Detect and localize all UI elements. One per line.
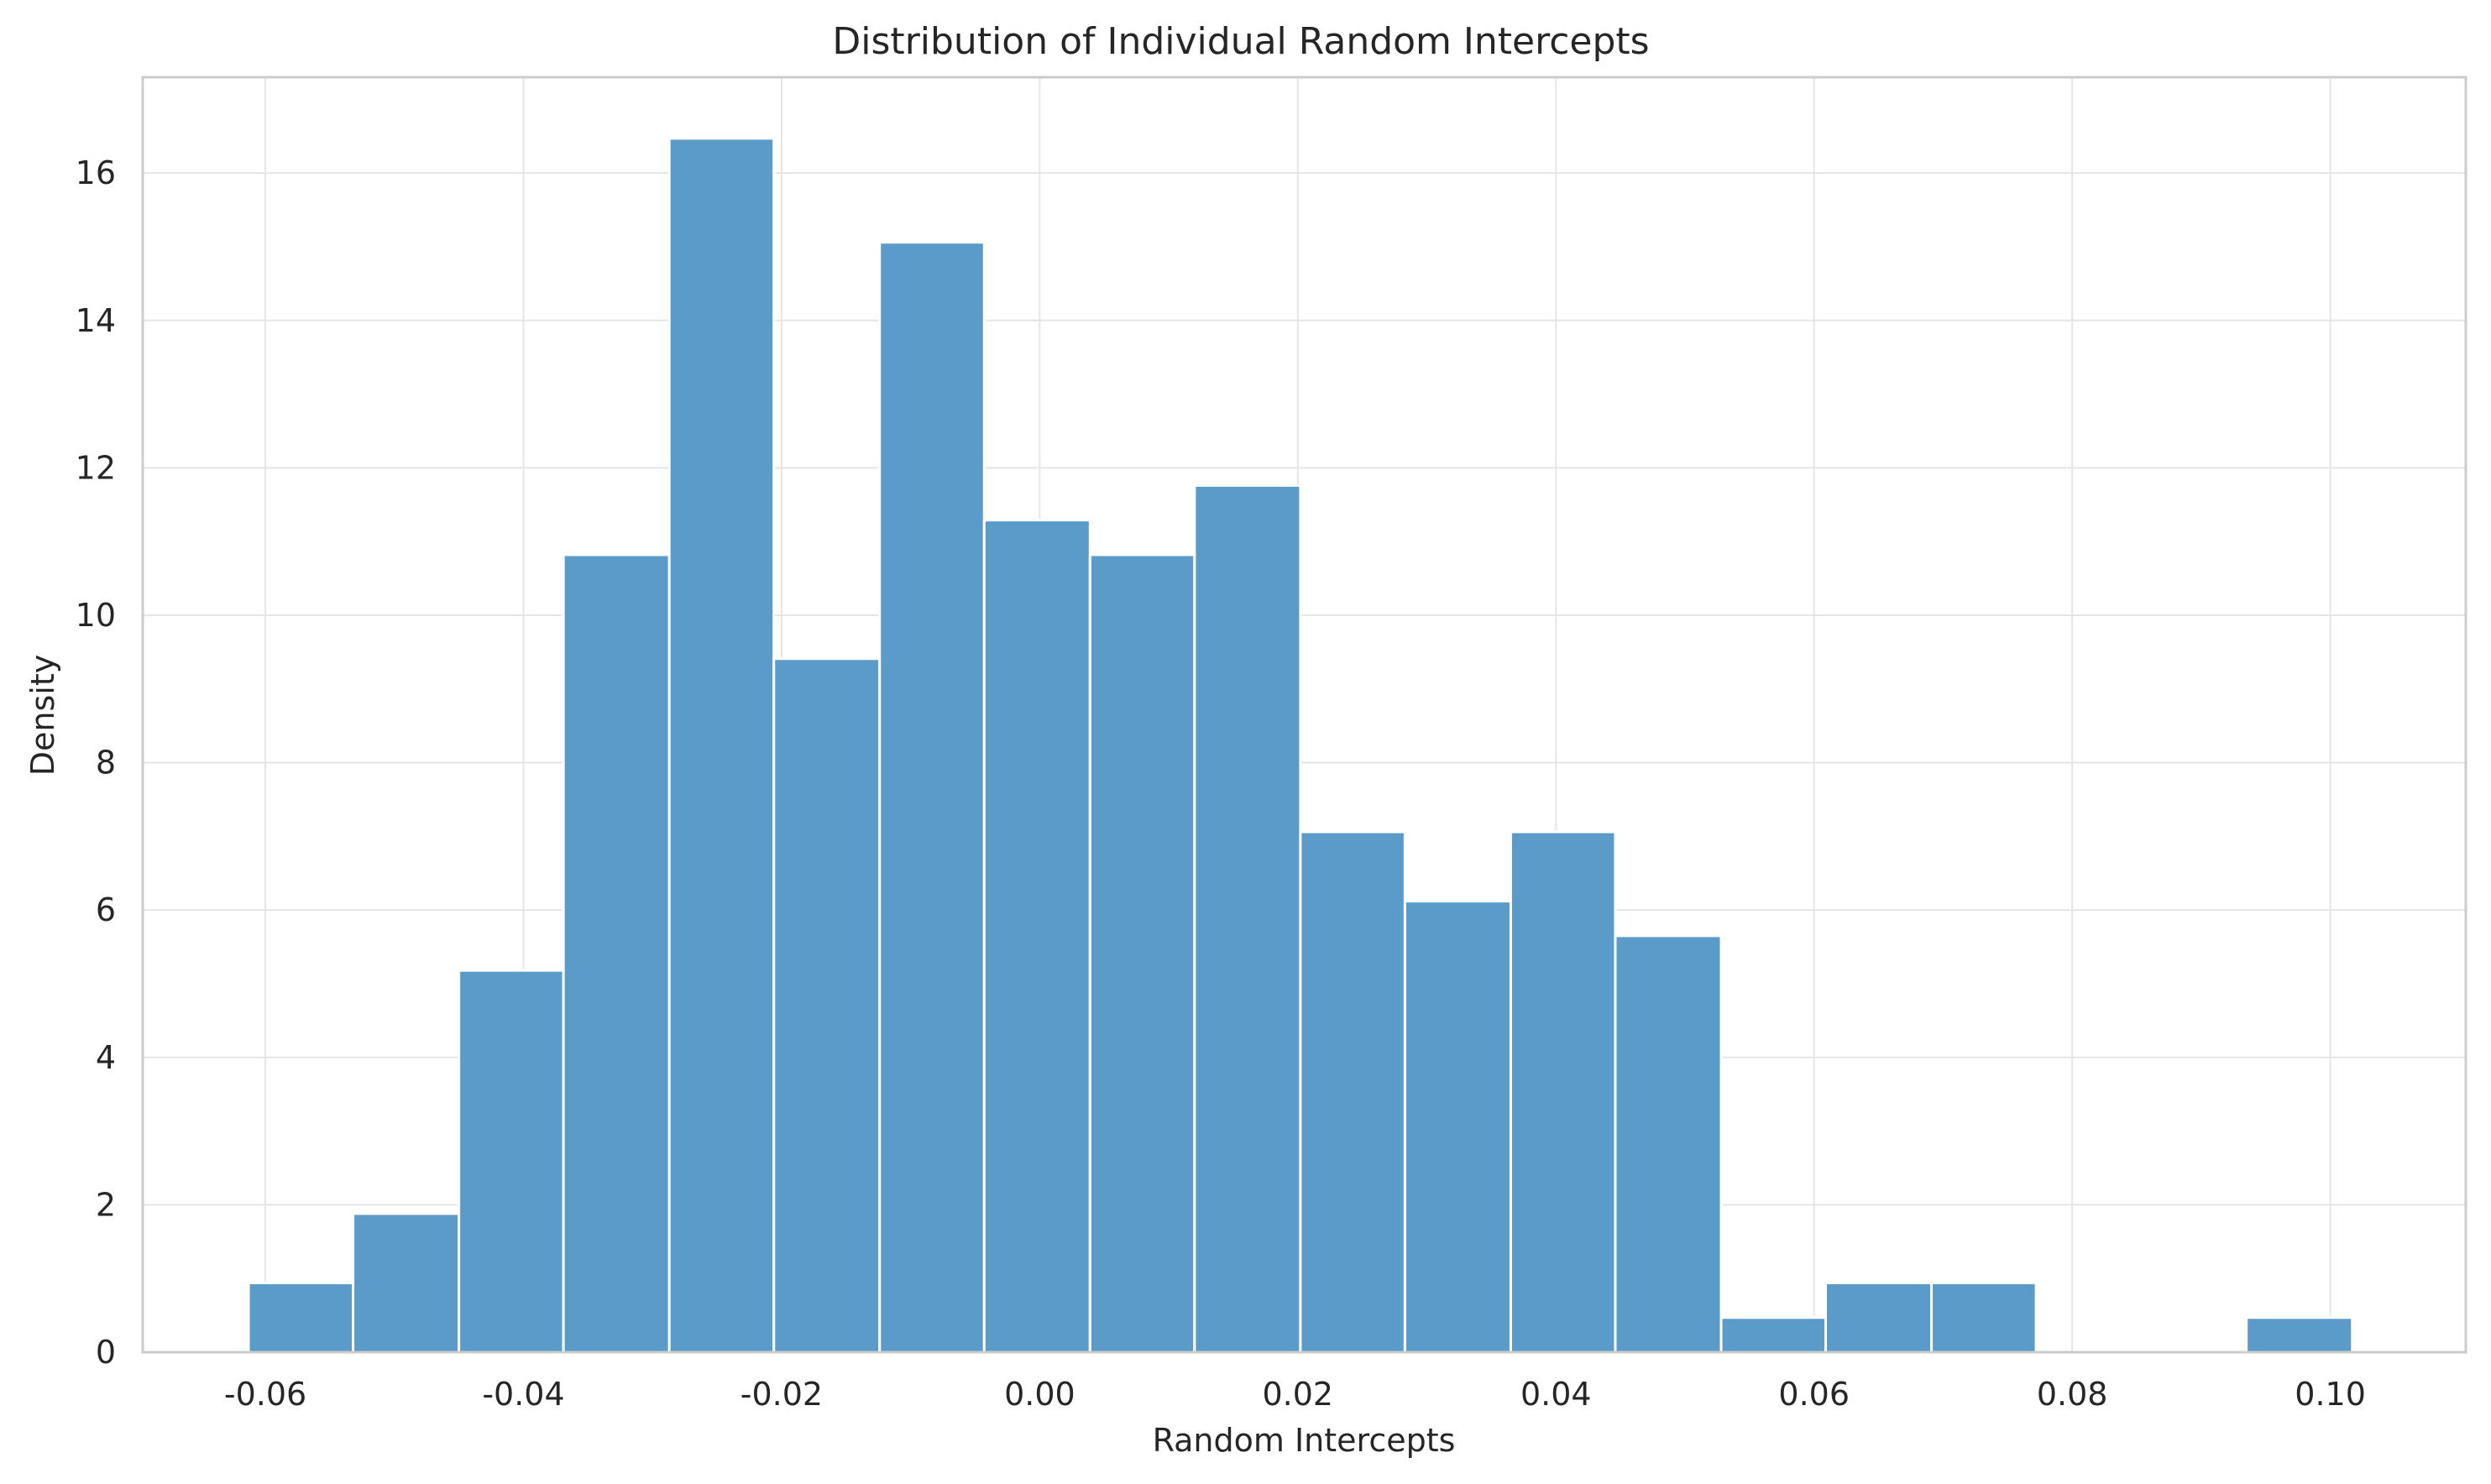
x-tick-label: -0.06 [224,1376,306,1413]
histogram-bars [247,137,2354,1354]
y-axis-label: Density [24,655,61,776]
y-axis-ticks: 0 2 4 6 8 10 12 14 16 [76,154,116,1371]
x-tick-label: 0.08 [2037,1376,2108,1413]
histogram-bar-6 [772,657,882,1354]
histogram-bar-5 [667,137,776,1354]
histogram-bar-20 [2245,1316,2354,1354]
histogram-bar-1 [247,1281,355,1354]
x-tick-label: 0.04 [1520,1376,1592,1413]
histogram-bar-3 [458,969,565,1354]
y-tick-label: 4 [96,1039,116,1076]
histogram-bar-16 [1824,1281,1934,1354]
y-tick-label: 14 [76,302,116,339]
histogram-bar-8 [982,519,1091,1354]
chart-title: Distribution of Individual Random Interc… [832,20,1649,63]
x-axis-ticks: -0.06 -0.04 -0.02 0.00 0.02 0.04 0.06 0.08 0.10 [224,1376,2366,1413]
histogram-bar-2 [352,1212,461,1354]
plot-frame [141,76,2467,1354]
x-tick-label: -0.04 [482,1376,564,1413]
histogram-bar-10 [1193,483,1302,1354]
x-tick-label: 0.10 [2295,1376,2366,1413]
y-tick-label: 8 [96,745,116,781]
x-tick-label: 0.02 [1263,1376,1334,1413]
x-tick-label: -0.02 [740,1376,823,1413]
y-tick-label: 0 [96,1334,116,1371]
y-tick-label: 12 [76,449,116,486]
histogram-bar-12 [1403,900,1512,1354]
y-tick-label: 2 [96,1186,116,1223]
histogram-bar-7 [878,241,986,1354]
histogram-bar-15 [1719,1316,1828,1354]
y-tick-label: 6 [96,891,116,928]
histogram-bar-14 [1614,934,1723,1354]
histogram-bar-13 [1509,830,1617,1354]
x-tick-label: 0.06 [1778,1376,1850,1413]
y-tick-label: 16 [76,154,116,191]
y-tick-label: 10 [76,597,116,634]
x-tick-label: 0.00 [1004,1376,1075,1413]
histogram-bar-9 [1088,553,1196,1354]
histogram-bar-11 [1299,830,1406,1354]
x-axis-label: Random Intercepts [1153,1422,1456,1459]
histogram-bar-17 [1930,1281,2038,1354]
histogram-bar-4 [562,553,671,1354]
